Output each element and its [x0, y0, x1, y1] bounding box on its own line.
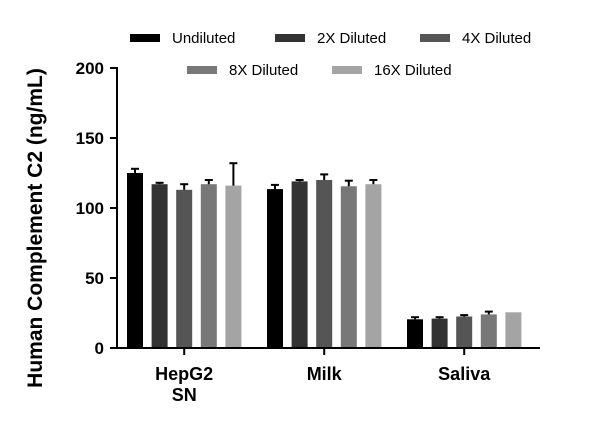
- bar: [480, 314, 497, 348]
- bar: [407, 319, 423, 348]
- bar: [291, 181, 308, 348]
- bar: [505, 312, 522, 348]
- plot-area: [127, 162, 522, 348]
- x-category-label: Saliva: [438, 364, 491, 384]
- bar: [431, 318, 448, 348]
- legend: Undiluted 2X Diluted 4X Diluted 8X Diluted 1…: [130, 30, 531, 79]
- x-category-label: HepG2: [155, 364, 213, 384]
- x-category-label: SN: [172, 385, 197, 405]
- legend-swatch: [187, 66, 217, 74]
- bar: [267, 189, 283, 348]
- y-axis-label: Human Complement C2 (ng/mL): [24, 68, 47, 388]
- y-tick-label: 100: [76, 199, 104, 218]
- y-tick-label: 50: [85, 269, 104, 288]
- legend-item-label: 2X Diluted: [317, 30, 386, 47]
- bar: [340, 186, 357, 348]
- bar: [225, 185, 242, 348]
- legend-item-label: 16X Diluted: [374, 62, 452, 79]
- bar: [316, 180, 333, 348]
- bar: [365, 184, 382, 348]
- bar: [151, 184, 168, 348]
- legend-swatch: [275, 34, 305, 42]
- bar: [456, 316, 473, 348]
- y-axis: 0 50 100 150 200: [76, 59, 118, 358]
- legend-item-label: Undiluted: [172, 30, 235, 47]
- legend-item-label: 8X Diluted: [229, 62, 298, 79]
- legend-swatch: [130, 34, 160, 42]
- legend-swatch: [420, 34, 450, 42]
- bar: [127, 173, 143, 348]
- bar: [176, 189, 193, 348]
- legend-item-label: 4X Diluted: [462, 30, 531, 47]
- legend-swatch: [332, 66, 362, 74]
- y-tick-label: 150: [76, 129, 104, 148]
- x-category-label: Milk: [307, 364, 343, 384]
- y-tick-label: 200: [76, 59, 104, 78]
- bar: [200, 184, 217, 348]
- y-tick-label: 0: [95, 339, 104, 358]
